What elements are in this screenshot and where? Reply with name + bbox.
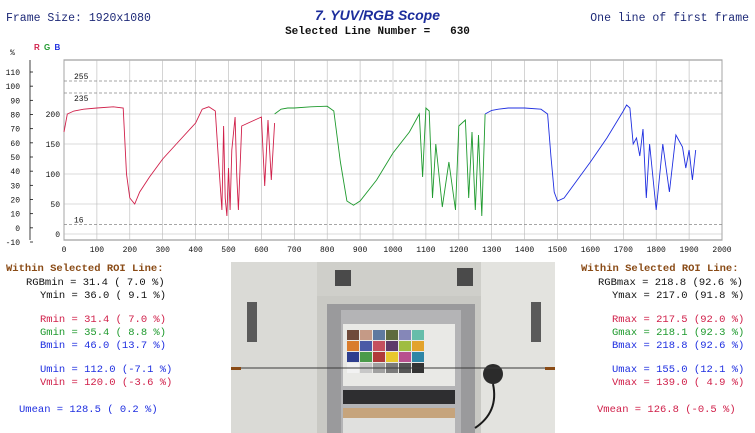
percent-tick-label: 0	[15, 225, 20, 234]
waveform-chart[interactable]: 0 100 200 300 400 500 600 700 800 900 1000 1100 1200…	[0, 38, 755, 260]
percent-tick-label: 70	[10, 126, 20, 135]
percent-tick-label: 60	[10, 140, 20, 149]
gmax-value: Gmax = 218.1 (92.3 %)	[612, 327, 745, 339]
series-line-0	[63, 106, 276, 217]
x-tick-label: 300	[155, 246, 170, 255]
percent-tick-label: 50	[10, 154, 20, 163]
series-line-1	[274, 105, 486, 217]
frame-preview-drawing	[231, 262, 555, 433]
percent-tick-label: 20	[10, 197, 20, 206]
right-stats-header: Within Selected ROI Line:	[581, 263, 739, 275]
x-tick-label: 0	[62, 246, 67, 255]
y-tick-label: 200	[46, 111, 61, 120]
x-tick-label: 900	[353, 246, 368, 255]
gmin-value: Gmin = 35.4 ( 8.8 %)	[40, 327, 167, 339]
legend-r: R	[34, 43, 41, 52]
line-marker-left	[231, 367, 241, 370]
x-tick-label: 700	[287, 246, 302, 255]
percent-tick-label: 90	[10, 97, 20, 106]
line-marker-right	[545, 367, 555, 370]
selected-line-label: Selected Line Number =	[285, 26, 431, 38]
ymax-value: Ymax = 217.0 (91.8 %)	[612, 290, 745, 302]
bmax-value: Bmax = 218.8 (92.6 %)	[612, 340, 745, 352]
x-tick-label: 1300	[482, 246, 501, 255]
x-tick-label: 100	[90, 246, 105, 255]
umean-value: Umean = 128.5 ( 0.2 %)	[19, 404, 158, 416]
series-line-2	[484, 104, 697, 211]
y-tick-label: 50	[50, 201, 60, 210]
percent-tick-label: 110	[6, 69, 21, 78]
percent-tick-label: 40	[10, 168, 20, 177]
x-tick-label: 1800	[647, 246, 666, 255]
vmin-value: Vmin = 120.0 (-3.6 %)	[40, 377, 173, 389]
percent-tick-label: 80	[10, 112, 20, 121]
umax-value: Umax = 155.0 (12.1 %)	[612, 364, 745, 376]
x-tick-label: 1200	[449, 246, 468, 255]
rgbmax-value: RGBmax = 218.8 (92.6 %)	[598, 277, 743, 289]
selected-line-value: 630	[450, 26, 470, 38]
left-stats-header: Within Selected ROI Line:	[6, 263, 164, 275]
frame-preview-image[interactable]	[231, 262, 555, 433]
x-tick-label: 1900	[679, 246, 698, 255]
rmin-value: Rmin = 31.4 ( 7.0 %)	[40, 314, 167, 326]
scope-title: 7. YUV/RGB Scope	[314, 7, 440, 23]
legend-b: B	[54, 43, 62, 52]
scope-mode-label: One line of first frame	[590, 12, 749, 25]
x-tick-label: 400	[188, 246, 203, 255]
channel-legend: R G B	[34, 43, 61, 52]
vmean-value: Vmean = 126.8 (-0.5 %)	[597, 404, 736, 416]
reference-label: 16	[74, 216, 84, 225]
selected-line-readout: Selected Line Number = 630	[0, 26, 755, 38]
y-tick-label: 150	[46, 141, 61, 150]
x-tick-label: 600	[254, 246, 269, 255]
y-tick-label: 0	[55, 231, 60, 240]
bmin-value: Bmin = 46.0 (13.7 %)	[40, 340, 167, 352]
x-tick-label: 1400	[515, 246, 534, 255]
x-tick-label: 1100	[416, 246, 435, 255]
x-tick-label: 200	[123, 246, 138, 255]
x-tick-label: 500	[221, 246, 236, 255]
reference-label: 235	[74, 95, 89, 104]
y-tick-label: 100	[46, 171, 61, 180]
x-tick-label: 1600	[581, 246, 600, 255]
percent-axis-unit: %	[10, 49, 15, 58]
x-tick-label: 800	[320, 246, 335, 255]
x-tick-label: 2000	[712, 246, 731, 255]
percent-tick-label: -10	[6, 239, 21, 248]
percent-tick-label: 10	[10, 211, 20, 220]
rgbmin-value: RGBmin = 31.4 ( 7.0 %)	[26, 277, 165, 289]
umin-value: Umin = 112.0 (-7.1 %)	[40, 364, 173, 376]
frame-size-label: Frame Size: 1920x1080	[6, 12, 151, 25]
x-tick-label: 1000	[383, 246, 402, 255]
x-tick-label: 1500	[548, 246, 567, 255]
legend-g: G	[44, 43, 52, 52]
vmax-value: Vmax = 139.0 ( 4.9 %)	[612, 377, 745, 389]
x-tick-label: 1700	[614, 246, 633, 255]
ymin-value: Ymin = 36.0 ( 9.1 %)	[40, 290, 167, 302]
reference-label: 255	[74, 73, 89, 82]
rmax-value: Rmax = 217.5 (92.0 %)	[612, 314, 745, 326]
percent-tick-label: 30	[10, 182, 20, 191]
percent-tick-label: 100	[6, 83, 21, 92]
